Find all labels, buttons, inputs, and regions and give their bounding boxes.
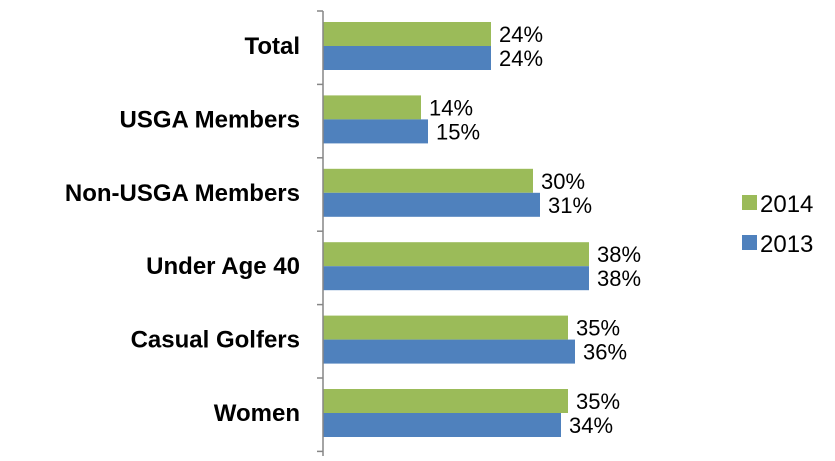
category-label-5: Casual Golfers (131, 327, 300, 354)
data-label-2013-6: 34% (569, 413, 613, 438)
data-label-2014-2: 14% (429, 95, 473, 120)
category-label-3: Non-USGA Members (65, 180, 300, 207)
legend-swatch-2013 (742, 235, 757, 250)
legend-label-2014: 2014 (760, 191, 813, 218)
bar-2013-4 (323, 266, 589, 291)
data-label-2014-4: 38% (597, 242, 641, 267)
data-label-2014-5: 35% (576, 316, 620, 341)
category-label-1: Total (244, 33, 300, 60)
data-label-2013-4: 38% (597, 266, 641, 291)
data-label-2014-1: 24% (499, 22, 543, 47)
data-label-2013-3: 31% (548, 193, 592, 218)
bar-2014-2 (323, 95, 421, 120)
bar-2013-5 (323, 339, 575, 364)
data-label-2013-1: 24% (499, 46, 543, 71)
data-label-2013-5: 36% (583, 340, 627, 365)
bar-2014-4 (323, 242, 589, 267)
data-label-2014-3: 30% (541, 169, 585, 194)
bar-2013-3 (323, 192, 540, 217)
bar-2013-2 (323, 119, 428, 144)
bar-2013-6 (323, 413, 561, 437)
legend-swatch-2014 (742, 195, 757, 210)
bar-2014-6 (323, 389, 568, 413)
category-label-2: USGA Members (120, 106, 301, 133)
data-label-2014-6: 35% (576, 389, 620, 414)
legend-label-2013: 2013 (760, 231, 813, 258)
bar-2014-5 (323, 315, 568, 340)
bar-2014-1 (323, 22, 491, 46)
data-label-2013-2: 15% (436, 119, 480, 144)
category-label-4: Under Age 40 (146, 253, 300, 280)
category-label-6: Women (214, 400, 300, 427)
bar-2014-3 (323, 168, 533, 193)
bar-2013-1 (323, 46, 491, 70)
